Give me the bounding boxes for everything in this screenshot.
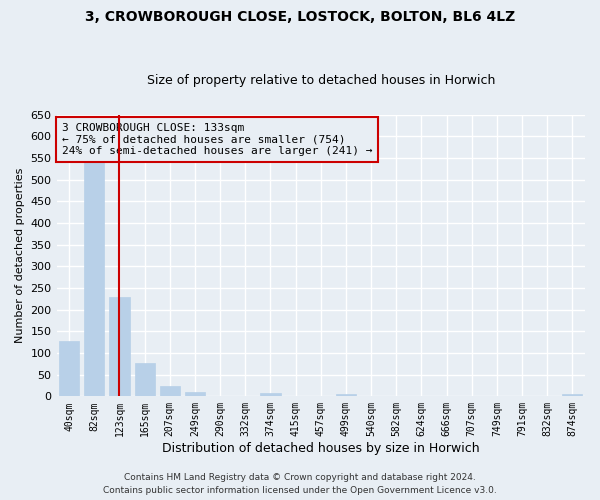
- Bar: [109, 296, 130, 396]
- Bar: [185, 392, 205, 396]
- Bar: [160, 386, 180, 396]
- Y-axis label: Number of detached properties: Number of detached properties: [15, 168, 25, 343]
- Title: Size of property relative to detached houses in Horwich: Size of property relative to detached ho…: [146, 74, 495, 87]
- X-axis label: Distribution of detached houses by size in Horwich: Distribution of detached houses by size …: [162, 442, 479, 455]
- Bar: [134, 362, 155, 396]
- Text: Contains HM Land Registry data © Crown copyright and database right 2024.
Contai: Contains HM Land Registry data © Crown c…: [103, 474, 497, 495]
- Bar: [59, 342, 79, 396]
- Bar: [84, 160, 104, 396]
- Text: 3, CROWBOROUGH CLOSE, LOSTOCK, BOLTON, BL6 4LZ: 3, CROWBOROUGH CLOSE, LOSTOCK, BOLTON, B…: [85, 10, 515, 24]
- Bar: [336, 394, 356, 396]
- Text: 3 CROWBOROUGH CLOSE: 133sqm
← 75% of detached houses are smaller (754)
24% of se: 3 CROWBOROUGH CLOSE: 133sqm ← 75% of det…: [62, 123, 373, 156]
- Bar: [260, 393, 281, 396]
- Bar: [562, 394, 583, 396]
